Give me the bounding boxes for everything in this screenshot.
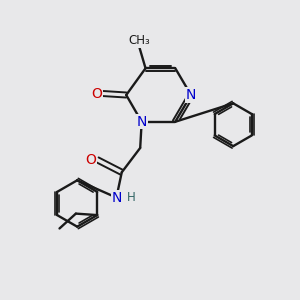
Text: N: N <box>111 190 122 205</box>
Text: O: O <box>91 86 102 100</box>
Text: O: O <box>85 153 96 167</box>
Text: N: N <box>186 88 196 102</box>
Text: N: N <box>136 115 147 129</box>
Text: H: H <box>127 191 136 204</box>
Text: CH₃: CH₃ <box>128 34 150 47</box>
